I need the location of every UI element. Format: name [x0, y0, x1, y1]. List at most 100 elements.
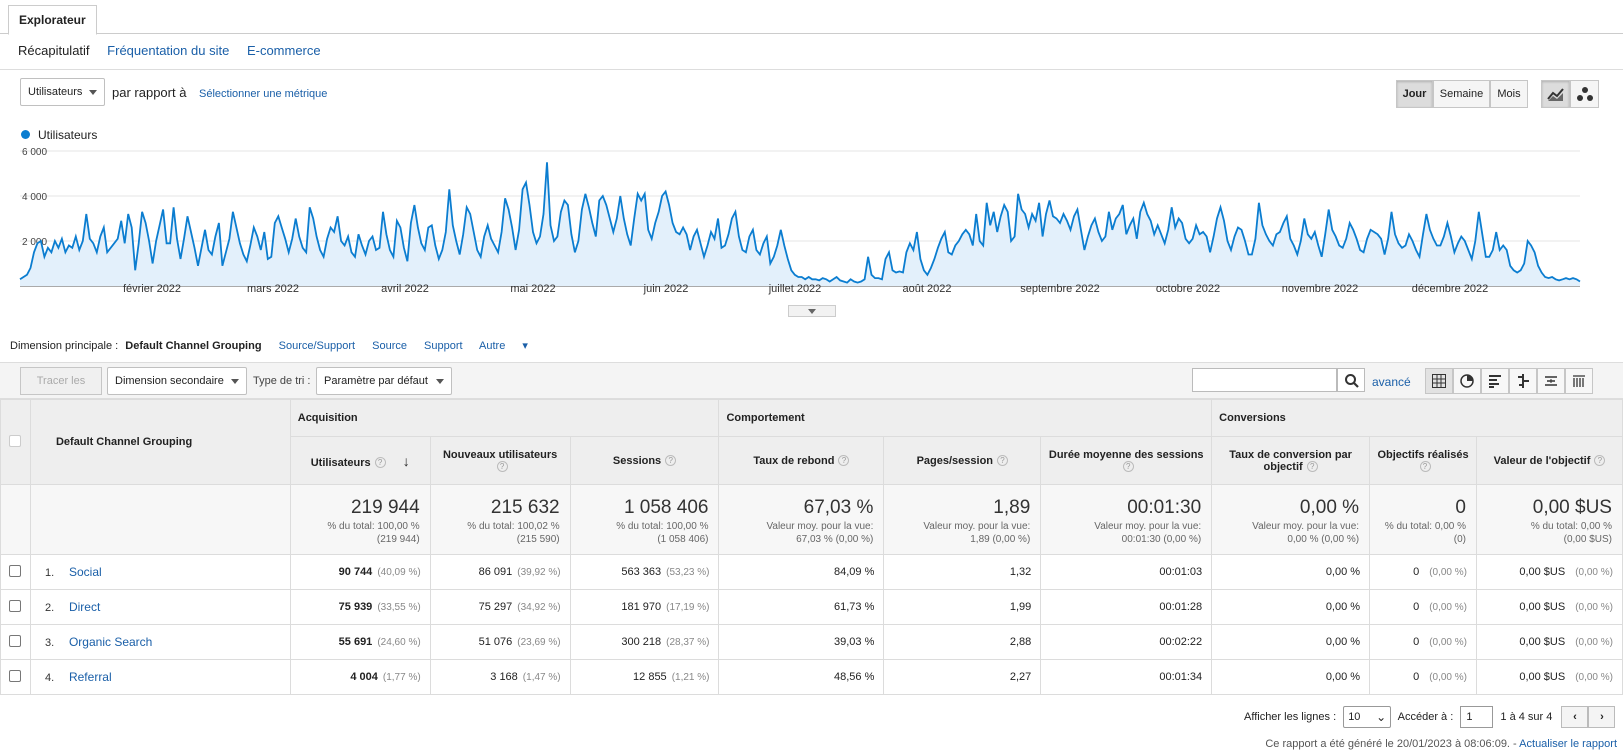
- pie-chart-icon: [1460, 374, 1474, 388]
- row-channel-link[interactable]: Direct: [68, 600, 101, 614]
- help-icon[interactable]: ?: [665, 455, 677, 467]
- plot-rows-button[interactable]: Tracer les lignes: [20, 367, 102, 413]
- period-mois-button[interactable]: Mois: [1490, 80, 1528, 108]
- view-comparison-button[interactable]: [1509, 368, 1537, 394]
- users-pct: (40,09 %): [377, 567, 421, 578]
- cell-users: 4 004 (1,77 %): [289, 659, 431, 695]
- cell-sessions: 563 363 (53,23 %): [569, 554, 720, 590]
- rows-per-page-select[interactable]: 10 ⌄: [1343, 706, 1392, 728]
- new-users-value: 86 091: [478, 566, 513, 578]
- cell-conversion: 0,00 %: [1211, 589, 1371, 625]
- sessions-pct: (1,21 %): [671, 672, 710, 683]
- col-taux-rebond[interactable]: Taux de rebond?: [718, 436, 885, 485]
- view-pivot-button[interactable]: [1565, 368, 1593, 394]
- pages-value: 1,99: [1009, 601, 1032, 613]
- help-icon[interactable]: ?: [838, 455, 850, 467]
- period-semaine-button[interactable]: Semaine: [1433, 80, 1490, 108]
- period-jour-button[interactable]: Jour: [1396, 80, 1433, 108]
- cell-new-users: 51 076 (23,69 %): [429, 624, 571, 660]
- help-icon[interactable]: ?: [1419, 461, 1431, 473]
- row-channel-link[interactable]: Organic Search: [68, 635, 153, 649]
- col-objectifs-realises[interactable]: Objectifs réalisés?: [1369, 436, 1477, 485]
- users-pct: (1,77 %): [382, 672, 421, 683]
- sessions-pct: (53,23 %): [666, 567, 710, 578]
- col-pages-session[interactable]: Pages/session?: [883, 436, 1042, 485]
- cell-sessions: 12 855 (1,21 %): [569, 659, 720, 695]
- view-term-cloud-button[interactable]: [1537, 368, 1565, 394]
- row-channel-link[interactable]: Social: [68, 565, 102, 579]
- dimension-other[interactable]: Autre ▾: [479, 340, 528, 352]
- conversion-value: 0,00 %: [1325, 566, 1361, 578]
- total-note: (0): [1453, 534, 1466, 545]
- pages-value: 2,88: [1009, 636, 1032, 648]
- row-index: 3.: [44, 637, 55, 649]
- help-icon[interactable]: ?: [997, 455, 1009, 467]
- row-channel-link[interactable]: Referral: [68, 670, 112, 684]
- cell-pages: 1,32: [883, 554, 1042, 590]
- motion-chart-mode-button[interactable]: [1570, 80, 1599, 108]
- cell-sessions: 181 970 (17,19 %): [569, 589, 720, 625]
- bounce-value: 61,73 %: [833, 601, 875, 613]
- total-note: (1 058 406): [657, 534, 709, 545]
- table-group-header: Default Channel Grouping Acquisition Com…: [0, 399, 1623, 485]
- goto-page-input[interactable]: 1: [1460, 706, 1494, 728]
- goals-value: 0: [1413, 601, 1420, 613]
- next-page-button[interactable]: ›: [1588, 706, 1616, 728]
- total-note: % du total: 100,00 %: [327, 521, 420, 532]
- table-search-input[interactable]: [1192, 368, 1337, 392]
- line-chart-mode-button[interactable]: [1541, 80, 1570, 108]
- sessions-value: 12 855: [633, 671, 667, 683]
- dimension-source[interactable]: Source: [372, 340, 407, 352]
- select-metric-link[interactable]: Sélectionner une métrique: [199, 88, 328, 100]
- dimension-support[interactable]: Support: [424, 340, 463, 352]
- subnav-recap[interactable]: Récapitulatif: [18, 43, 90, 58]
- legend-label: Utilisateurs: [38, 128, 98, 142]
- x-tick-label: août 2022: [903, 283, 952, 295]
- row-checkbox[interactable]: [9, 634, 22, 647]
- col-utilisateurs[interactable]: Utilisateurs? ↓: [289, 436, 431, 485]
- select-all-checkbox[interactable]: [9, 434, 22, 447]
- select-all-cell: [0, 399, 31, 485]
- prev-page-button[interactable]: ‹: [1561, 706, 1589, 728]
- col-valeur-objectif[interactable]: Valeur de l'objectif?: [1476, 436, 1623, 485]
- cell-pages: 2,88: [883, 624, 1042, 660]
- col-taux-rebond-label: Taux de rebond: [753, 454, 835, 467]
- metric-select-value: Utilisateurs: [28, 86, 83, 98]
- view-data-button[interactable]: [1425, 368, 1453, 394]
- x-tick-label: avril 2022: [381, 283, 429, 295]
- cell-goals: 0 (0,00 %): [1369, 589, 1477, 625]
- chart-collapse-handle[interactable]: [788, 305, 836, 317]
- row-select-cell: [0, 659, 31, 695]
- row-checkbox[interactable]: [9, 599, 22, 612]
- row-checkbox[interactable]: [9, 564, 22, 577]
- col-duree-moyenne[interactable]: Durée moyenne des sessions?: [1040, 436, 1213, 485]
- dimension-source-support[interactable]: Source/Support: [278, 340, 356, 352]
- row-index: 4.: [44, 672, 55, 684]
- dimension-column-header[interactable]: Default Channel Grouping: [29, 399, 291, 485]
- help-icon[interactable]: ?: [496, 461, 508, 473]
- users-pct: (33,55 %): [377, 602, 421, 613]
- row-checkbox[interactable]: [9, 669, 22, 682]
- search-button[interactable]: [1337, 368, 1365, 392]
- help-icon[interactable]: ?: [1594, 455, 1606, 467]
- col-taux-conversion[interactable]: Taux de conversion par objectif?: [1211, 436, 1371, 485]
- help-icon[interactable]: ?: [1306, 461, 1318, 473]
- goals-value: 0: [1413, 671, 1420, 683]
- advanced-search-link[interactable]: avancé: [1372, 375, 1411, 389]
- sort-type-select[interactable]: Paramètre par défaut: [316, 367, 452, 395]
- secondary-dimension-select[interactable]: Dimension secondaire: [107, 367, 247, 395]
- cell-goal-value: 0,00 $US (0,00 %): [1476, 659, 1623, 695]
- subnav-ecommerce[interactable]: E-commerce: [246, 43, 321, 58]
- row-select-cell: [0, 624, 31, 660]
- refresh-report-link[interactable]: Actualiser le rapport: [1519, 738, 1617, 750]
- col-nouveaux-utilisateurs[interactable]: Nouveaux utilisateurs?: [429, 436, 571, 485]
- col-sessions[interactable]: Sessions?: [569, 436, 720, 485]
- tab-explorateur[interactable]: Explorateur: [8, 5, 97, 35]
- view-percentage-button[interactable]: [1453, 368, 1481, 394]
- help-icon[interactable]: ?: [374, 457, 386, 469]
- subnav-frequentation[interactable]: Fréquentation du site: [107, 43, 230, 58]
- help-icon[interactable]: ?: [1122, 461, 1134, 473]
- view-performance-button[interactable]: [1481, 368, 1509, 394]
- metric-select[interactable]: Utilisateurs: [20, 78, 105, 106]
- secondary-dimension-label: Dimension secondaire: [115, 375, 224, 387]
